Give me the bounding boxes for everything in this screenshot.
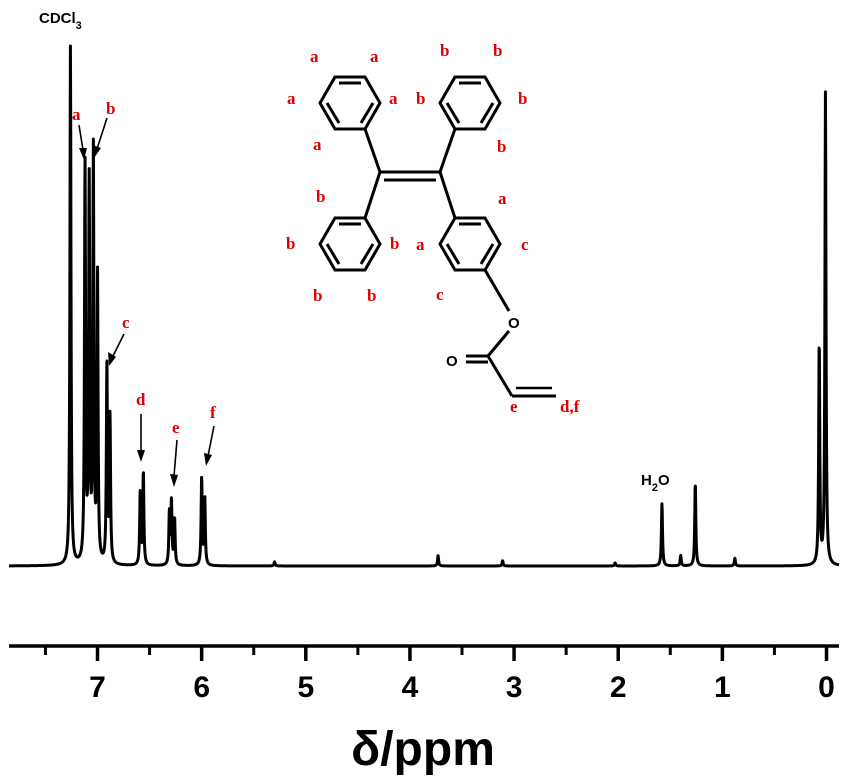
annotation-c: c bbox=[122, 313, 130, 332]
spectrum-layer bbox=[7, 44, 841, 568]
tpe-acrylate-structure bbox=[318, 75, 556, 398]
annotation-e: e bbox=[172, 418, 180, 437]
h-label: e bbox=[510, 397, 518, 416]
h-label: c bbox=[521, 235, 529, 254]
h-label: b bbox=[440, 41, 449, 60]
carbonyl-oxygen: O bbox=[446, 353, 458, 370]
x-tick-label: 5 bbox=[297, 671, 314, 704]
h-label: b bbox=[390, 234, 399, 253]
h-label: b bbox=[416, 89, 425, 108]
x-tick-label: 3 bbox=[506, 671, 523, 704]
x-tick-label: 1 bbox=[714, 671, 731, 704]
annotation-b: b bbox=[106, 99, 115, 118]
ester-oxygen: O bbox=[508, 315, 520, 332]
nmr-spectrum-line bbox=[7, 44, 841, 568]
h-label: a bbox=[416, 235, 425, 254]
x-axis bbox=[9, 644, 839, 661]
annotation-d: d bbox=[136, 390, 146, 409]
x-tick-label: 4 bbox=[402, 671, 419, 704]
x-tick-label: 7 bbox=[89, 671, 106, 704]
peak-annotations bbox=[78, 117, 215, 487]
h-label: b bbox=[316, 187, 325, 206]
h-label: a bbox=[310, 47, 319, 66]
h-label: a bbox=[370, 47, 379, 66]
h-label: b bbox=[313, 286, 322, 305]
structure-oxygen-labels: O O bbox=[446, 315, 520, 370]
h-label: b bbox=[493, 41, 502, 60]
h-label: a bbox=[313, 135, 322, 154]
x-tick-label: 0 bbox=[818, 671, 835, 704]
h-label: d,f bbox=[560, 397, 580, 416]
h-label: c bbox=[436, 285, 444, 304]
x-tick-label: 2 bbox=[610, 671, 627, 704]
annotation-f: f bbox=[210, 403, 216, 422]
annotation-a: a bbox=[72, 105, 81, 124]
x-tick-label: 6 bbox=[193, 671, 210, 704]
h-label: a bbox=[389, 89, 398, 108]
h-label: a bbox=[287, 89, 296, 108]
structure-proton-labels: a a a a a b b b b b b b b b b a c a c e … bbox=[286, 41, 580, 416]
peak-annotation-labels: a b c d e f bbox=[72, 99, 216, 437]
h-label: b bbox=[367, 286, 376, 305]
h2o-label: H2O bbox=[641, 472, 670, 494]
h-label: b bbox=[286, 234, 295, 253]
h-label: b bbox=[518, 89, 527, 108]
cdcl3-label: CDCl3 bbox=[39, 10, 82, 32]
x-axis-label: δ/ppm bbox=[351, 723, 495, 776]
h-label: b bbox=[497, 137, 506, 156]
h-label: a bbox=[498, 189, 507, 208]
